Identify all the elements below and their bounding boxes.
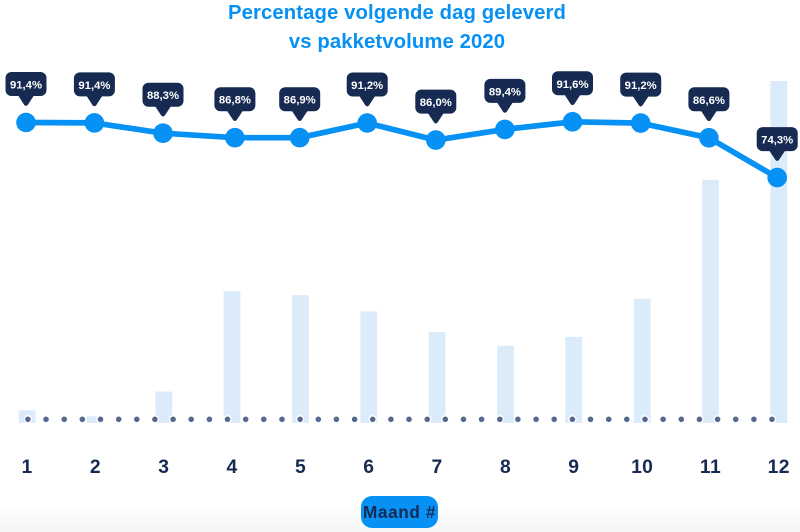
svg-text:9: 9: [568, 457, 579, 478]
svg-text:91,2%: 91,2%: [351, 80, 383, 92]
svg-text:89,4%: 89,4%: [489, 86, 521, 98]
svg-text:86,6%: 86,6%: [693, 95, 725, 107]
svg-text:3: 3: [158, 457, 169, 478]
svg-text:88,3%: 88,3%: [147, 90, 179, 102]
svg-text:1: 1: [22, 457, 33, 478]
svg-text:91,6%: 91,6%: [556, 79, 588, 91]
svg-text:86,0%: 86,0%: [420, 97, 452, 109]
svg-text:91,2%: 91,2%: [625, 80, 657, 92]
svg-text:5: 5: [295, 457, 306, 478]
svg-text:12: 12: [768, 457, 790, 478]
svg-text:91,4%: 91,4%: [78, 80, 110, 92]
svg-text:74,3%: 74,3%: [761, 135, 793, 147]
svg-text:6: 6: [363, 457, 374, 478]
svg-text:4: 4: [227, 457, 238, 478]
svg-text:10: 10: [631, 457, 653, 478]
svg-text:11: 11: [700, 457, 721, 478]
svg-text:86,9%: 86,9%: [284, 95, 316, 107]
svg-text:8: 8: [500, 457, 511, 478]
svg-text:86,8%: 86,8%: [219, 95, 251, 107]
svg-text:2: 2: [90, 457, 101, 478]
svg-text:7: 7: [432, 457, 443, 478]
svg-text:91,4%: 91,4%: [10, 80, 42, 92]
